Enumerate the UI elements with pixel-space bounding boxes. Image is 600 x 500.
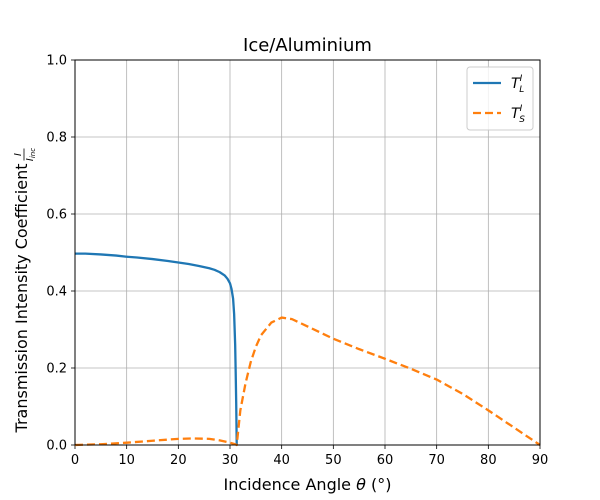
- y-axis-label-text: Transmission Intensity Coefficient: [12, 164, 31, 434]
- y-tick-label: 0.2: [46, 362, 67, 377]
- y-tick-label: 1.0: [46, 54, 67, 69]
- y-axis-ticks: 0.0 0.2 0.4 0.6 0.8 1.0: [46, 54, 75, 454]
- y-axis-label-fraction-denominator: Iinc: [25, 148, 37, 161]
- chart-title: Ice/Aluminium: [243, 35, 372, 56]
- y-tick-label: 0.0: [46, 439, 67, 454]
- series-line-l: [75, 252, 238, 446]
- x-axis-ticks: 0 10 20 30 40 50 60 70 80 90: [71, 445, 548, 468]
- x-tick-label: 60: [377, 453, 394, 468]
- legend-label: TI L: [511, 74, 524, 95]
- y-tick-label: 0.6: [46, 208, 67, 223]
- x-tick-label: 0: [71, 453, 79, 468]
- legend: TI L TI S: [466, 66, 534, 131]
- legend-label: TI S: [511, 104, 525, 125]
- series-line-s: [74, 316, 541, 447]
- x-tick-label: 10: [118, 453, 135, 468]
- plot-frame: [74, 59, 541, 446]
- x-tick-label: 20: [170, 453, 187, 468]
- x-tick-label: 80: [480, 453, 497, 468]
- y-axis-label: Transmission Intensity Coefficient I Iin…: [12, 148, 37, 434]
- y-tick-label: 0.8: [46, 131, 67, 146]
- x-tick-label: 70: [428, 453, 445, 468]
- y-axis-label-fraction-numerator: I: [13, 153, 24, 156]
- x-axis-label: Incidence Angle θ (°): [224, 475, 392, 494]
- y-tick-label: 0.4: [46, 285, 67, 300]
- x-tick-label: 30: [222, 453, 239, 468]
- x-tick-label: 90: [532, 453, 549, 468]
- x-tick-label: 50: [325, 453, 342, 468]
- series-layer: [74, 252, 541, 447]
- x-tick-label: 40: [273, 453, 290, 468]
- legend-entries: TI L TI S: [473, 74, 525, 125]
